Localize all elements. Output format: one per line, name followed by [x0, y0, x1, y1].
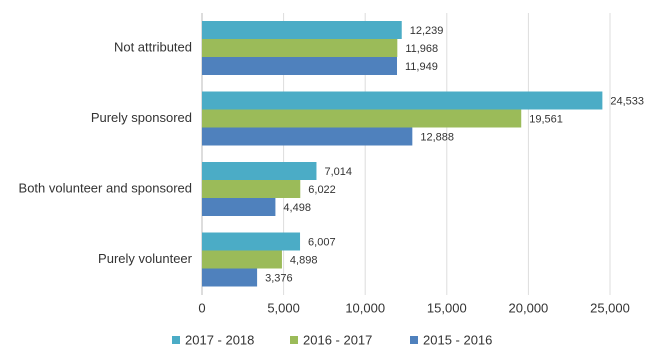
value-label: 7,014 — [324, 166, 352, 178]
bar — [202, 39, 398, 57]
value-label: 6,007 — [308, 236, 336, 248]
y-tick-label: Both volunteer and sponsored — [19, 181, 192, 196]
value-label: 3,376 — [265, 272, 293, 284]
value-label: 12,888 — [420, 131, 454, 143]
x-tick-label: 10,000 — [345, 300, 385, 315]
x-tick-label: 25,000 — [590, 300, 630, 315]
bar — [202, 198, 276, 216]
legend-label: 2017 - 2018 — [185, 332, 254, 347]
legend-swatch — [290, 336, 298, 344]
legend-label: 2015 - 2016 — [423, 332, 492, 347]
value-label: 6,022 — [308, 184, 336, 196]
value-label: 11,968 — [405, 43, 438, 55]
bar — [202, 180, 301, 198]
bar — [202, 232, 301, 251]
legend-label: 2016 - 2017 — [303, 332, 372, 347]
x-tick-label: 20,000 — [509, 300, 549, 315]
x-tick-label: 15,000 — [427, 300, 467, 315]
bar — [202, 268, 258, 287]
value-label: 4,498 — [283, 202, 311, 214]
value-label: 4,898 — [290, 254, 318, 266]
legend-swatch — [172, 336, 180, 344]
value-label: 19,561 — [529, 113, 563, 125]
y-tick-label: Purely volunteer — [98, 251, 193, 266]
bar — [202, 162, 317, 180]
value-label: 12,239 — [410, 25, 444, 37]
y-tick-label: Purely sponsored — [91, 110, 192, 125]
bar — [202, 21, 402, 39]
value-label: 24,533 — [610, 95, 644, 107]
x-tick-label: 0 — [198, 300, 205, 315]
bar — [202, 57, 398, 75]
bar — [202, 250, 282, 269]
bar — [202, 109, 522, 128]
y-tick-label: Not attributed — [114, 40, 192, 55]
legend-swatch — [410, 336, 418, 344]
x-tick-label: 5,000 — [267, 300, 300, 315]
bar — [202, 127, 413, 146]
bar — [202, 91, 603, 110]
value-label: 11,949 — [405, 61, 438, 73]
